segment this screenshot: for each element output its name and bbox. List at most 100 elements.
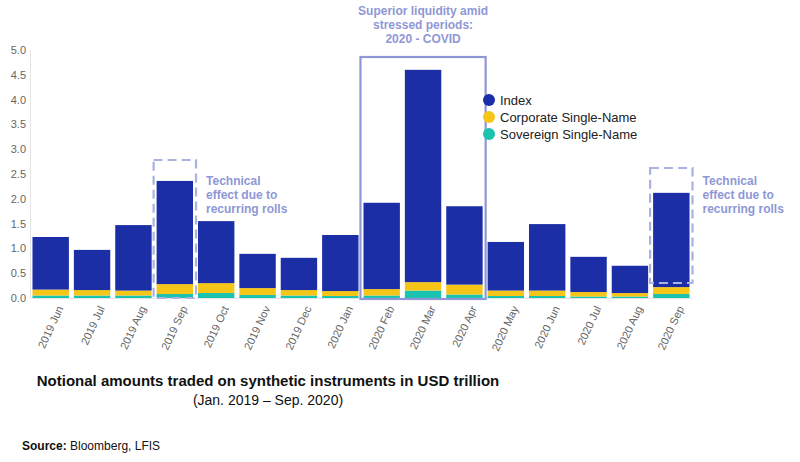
legend-item: Corporate Single-Name [483, 110, 637, 125]
bar [446, 206, 482, 284]
bar [198, 221, 234, 283]
x-tick: 2020 Jul [575, 304, 603, 347]
y-tick: 1.5 [11, 218, 26, 230]
bar [653, 193, 689, 287]
x-tick-label: 2019 Oct [201, 304, 231, 350]
x-tick-label: 2019 Nov [242, 303, 273, 351]
x-tick: 2019 Nov [242, 303, 273, 351]
bar [363, 203, 399, 289]
legend-swatch [483, 128, 495, 140]
x-tick: 2020 Apr [450, 304, 480, 349]
x-tick: 2020 Mar [407, 304, 438, 351]
bar [115, 296, 151, 298]
bar [529, 291, 565, 296]
x-tick: 2019 Jul [78, 304, 106, 347]
bar [529, 224, 565, 290]
x-tick-label: 2020 Jan [325, 304, 355, 350]
legend-swatch [483, 111, 495, 123]
bar [653, 294, 689, 298]
bar [32, 290, 68, 296]
bar [281, 290, 317, 295]
legend: IndexCorporate Single-NameSovereign Sing… [483, 93, 637, 142]
bar [405, 282, 441, 290]
y-tick: 5.0 [11, 44, 26, 56]
bar [570, 257, 606, 292]
x-axis: 2019 Jun 2019 Jul 2019 Aug 2019 Sep 2019 Oct… [31, 299, 693, 353]
bar [239, 288, 275, 295]
annotation: recurring rolls [703, 202, 785, 216]
legend-swatch [483, 94, 495, 106]
annotation: effect due to [703, 188, 774, 202]
x-tick-label: 2019 Jul [78, 304, 106, 347]
annotation: Superior liquidity amid [358, 4, 488, 18]
bar [281, 258, 317, 290]
subtitle: (Jan. 2019 – Sep. 2020) [193, 392, 343, 408]
bar [32, 296, 68, 298]
bar [446, 295, 482, 298]
bar [322, 291, 358, 296]
y-tick-label: 0.5 [11, 267, 26, 279]
x-tick: 2020 Jun [532, 304, 562, 350]
bar [74, 250, 110, 290]
x-tick: 2019 Dec [283, 303, 314, 351]
bar [363, 296, 399, 298]
bar [198, 293, 234, 298]
y-tick-label: 3.5 [11, 118, 26, 130]
x-tick: 2020 Aug [614, 304, 645, 351]
chart: 0.00.51.01.52.02.53.03.54.04.55.02019 Ju… [0, 0, 800, 462]
bar [32, 237, 68, 290]
legend-item: Index [483, 93, 532, 108]
annotation: recurring rolls [206, 202, 288, 216]
y-tick: 0.5 [11, 267, 26, 279]
annotation: 2020 - COVID [385, 32, 461, 46]
y-tick: 0.0 [11, 292, 26, 304]
y-tick: 1.0 [11, 242, 26, 254]
y-axis: 0.00.51.01.52.02.53.03.54.04.55.0 [11, 44, 31, 304]
x-tick: 2020 Sep [655, 304, 686, 352]
y-tick-label: 4.5 [11, 69, 26, 81]
x-tick-label: 2019 Aug [118, 304, 149, 351]
x-tick-label: 2020 Jun [532, 304, 562, 350]
dashed-box [650, 168, 692, 283]
y-tick: 3.5 [11, 118, 26, 130]
y-tick-label: 0.0 [11, 292, 26, 304]
x-tick: 2020 Feb [366, 304, 397, 351]
y-axis-line [30, 51, 31, 299]
x-tick-label: 2019 Jun [35, 304, 65, 350]
x-tick-label: 2020 May [489, 303, 521, 352]
annotation: stressed periods: [373, 18, 473, 32]
x-tick-label: 2020 Apr [450, 304, 480, 349]
x-tick: 2019 Aug [118, 304, 149, 351]
x-tick-label: 2020 Sep [655, 304, 686, 352]
bar [446, 285, 482, 295]
title: Notional amounts traded on synthetic ins… [37, 372, 500, 389]
x-tick-label: 2019 Dec [283, 303, 314, 351]
bar [157, 284, 193, 294]
y-tick-label: 4.0 [11, 94, 26, 106]
x-tick: 2019 Sep [159, 304, 190, 352]
bar [363, 289, 399, 295]
legend-label: Index [500, 93, 532, 108]
bar [322, 235, 358, 291]
bar [570, 292, 606, 296]
bar [322, 296, 358, 298]
bar [488, 242, 524, 291]
bar [115, 225, 151, 290]
x-tick-label: 2020 Aug [614, 304, 645, 351]
x-tick: 2019 Oct [201, 304, 231, 350]
x-tick: 2020 May [489, 303, 521, 352]
bar [612, 266, 648, 293]
source: Source: Bloomberg, LFIS [22, 439, 160, 453]
bar [74, 296, 110, 298]
bar [239, 295, 275, 298]
y-tick: 2.0 [11, 193, 26, 205]
bar [115, 291, 151, 296]
annotation: Technical [703, 174, 757, 188]
y-tick-label: 2.5 [11, 168, 26, 180]
y-tick-label: 2.0 [11, 193, 26, 205]
y-tick: 4.0 [11, 94, 26, 106]
legend-label: Corporate Single-Name [500, 110, 637, 125]
annotation: effect due to [206, 188, 277, 202]
x-tick-label: 2020 Mar [407, 304, 438, 351]
highlight-box [360, 57, 485, 299]
